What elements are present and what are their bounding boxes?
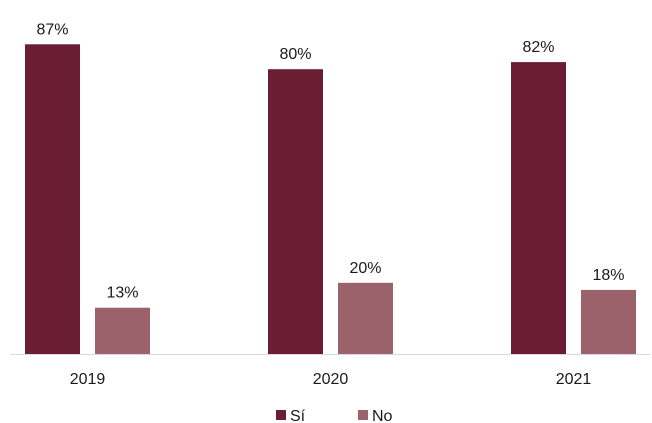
bar-s-2019 <box>25 44 80 354</box>
data-label-s-2019: 87% <box>36 21 68 38</box>
bar-no-2021 <box>581 289 636 354</box>
legend: Sí No <box>276 408 393 423</box>
bars-layer <box>25 44 636 355</box>
legend-label-no: No <box>372 408 393 423</box>
data-label-s-2020: 80% <box>279 46 311 63</box>
x-tick-label-2019: 2019 <box>70 371 106 388</box>
x-tick-label-2020: 2020 <box>313 371 349 388</box>
x-tick-label-2021: 2021 <box>556 371 592 388</box>
data-label-no-2020: 20% <box>349 260 381 277</box>
legend-label-s: Sí <box>290 408 306 423</box>
data-label-no-2021: 18% <box>592 267 624 284</box>
bar-s-2021 <box>511 62 566 355</box>
legend-swatch-s <box>276 410 286 420</box>
bar-no-2019 <box>95 307 150 354</box>
data-labels-layer: 87% 13% 80% 20% 82% 18% <box>36 21 624 301</box>
legend-swatch-no <box>358 410 368 420</box>
data-label-no-2019: 13% <box>106 285 138 302</box>
x-tick-labels: 2019 2020 2021 <box>70 371 592 388</box>
bar-no-2020 <box>338 282 393 354</box>
bar-s-2020 <box>268 69 323 354</box>
data-label-s-2021: 82% <box>522 39 554 56</box>
